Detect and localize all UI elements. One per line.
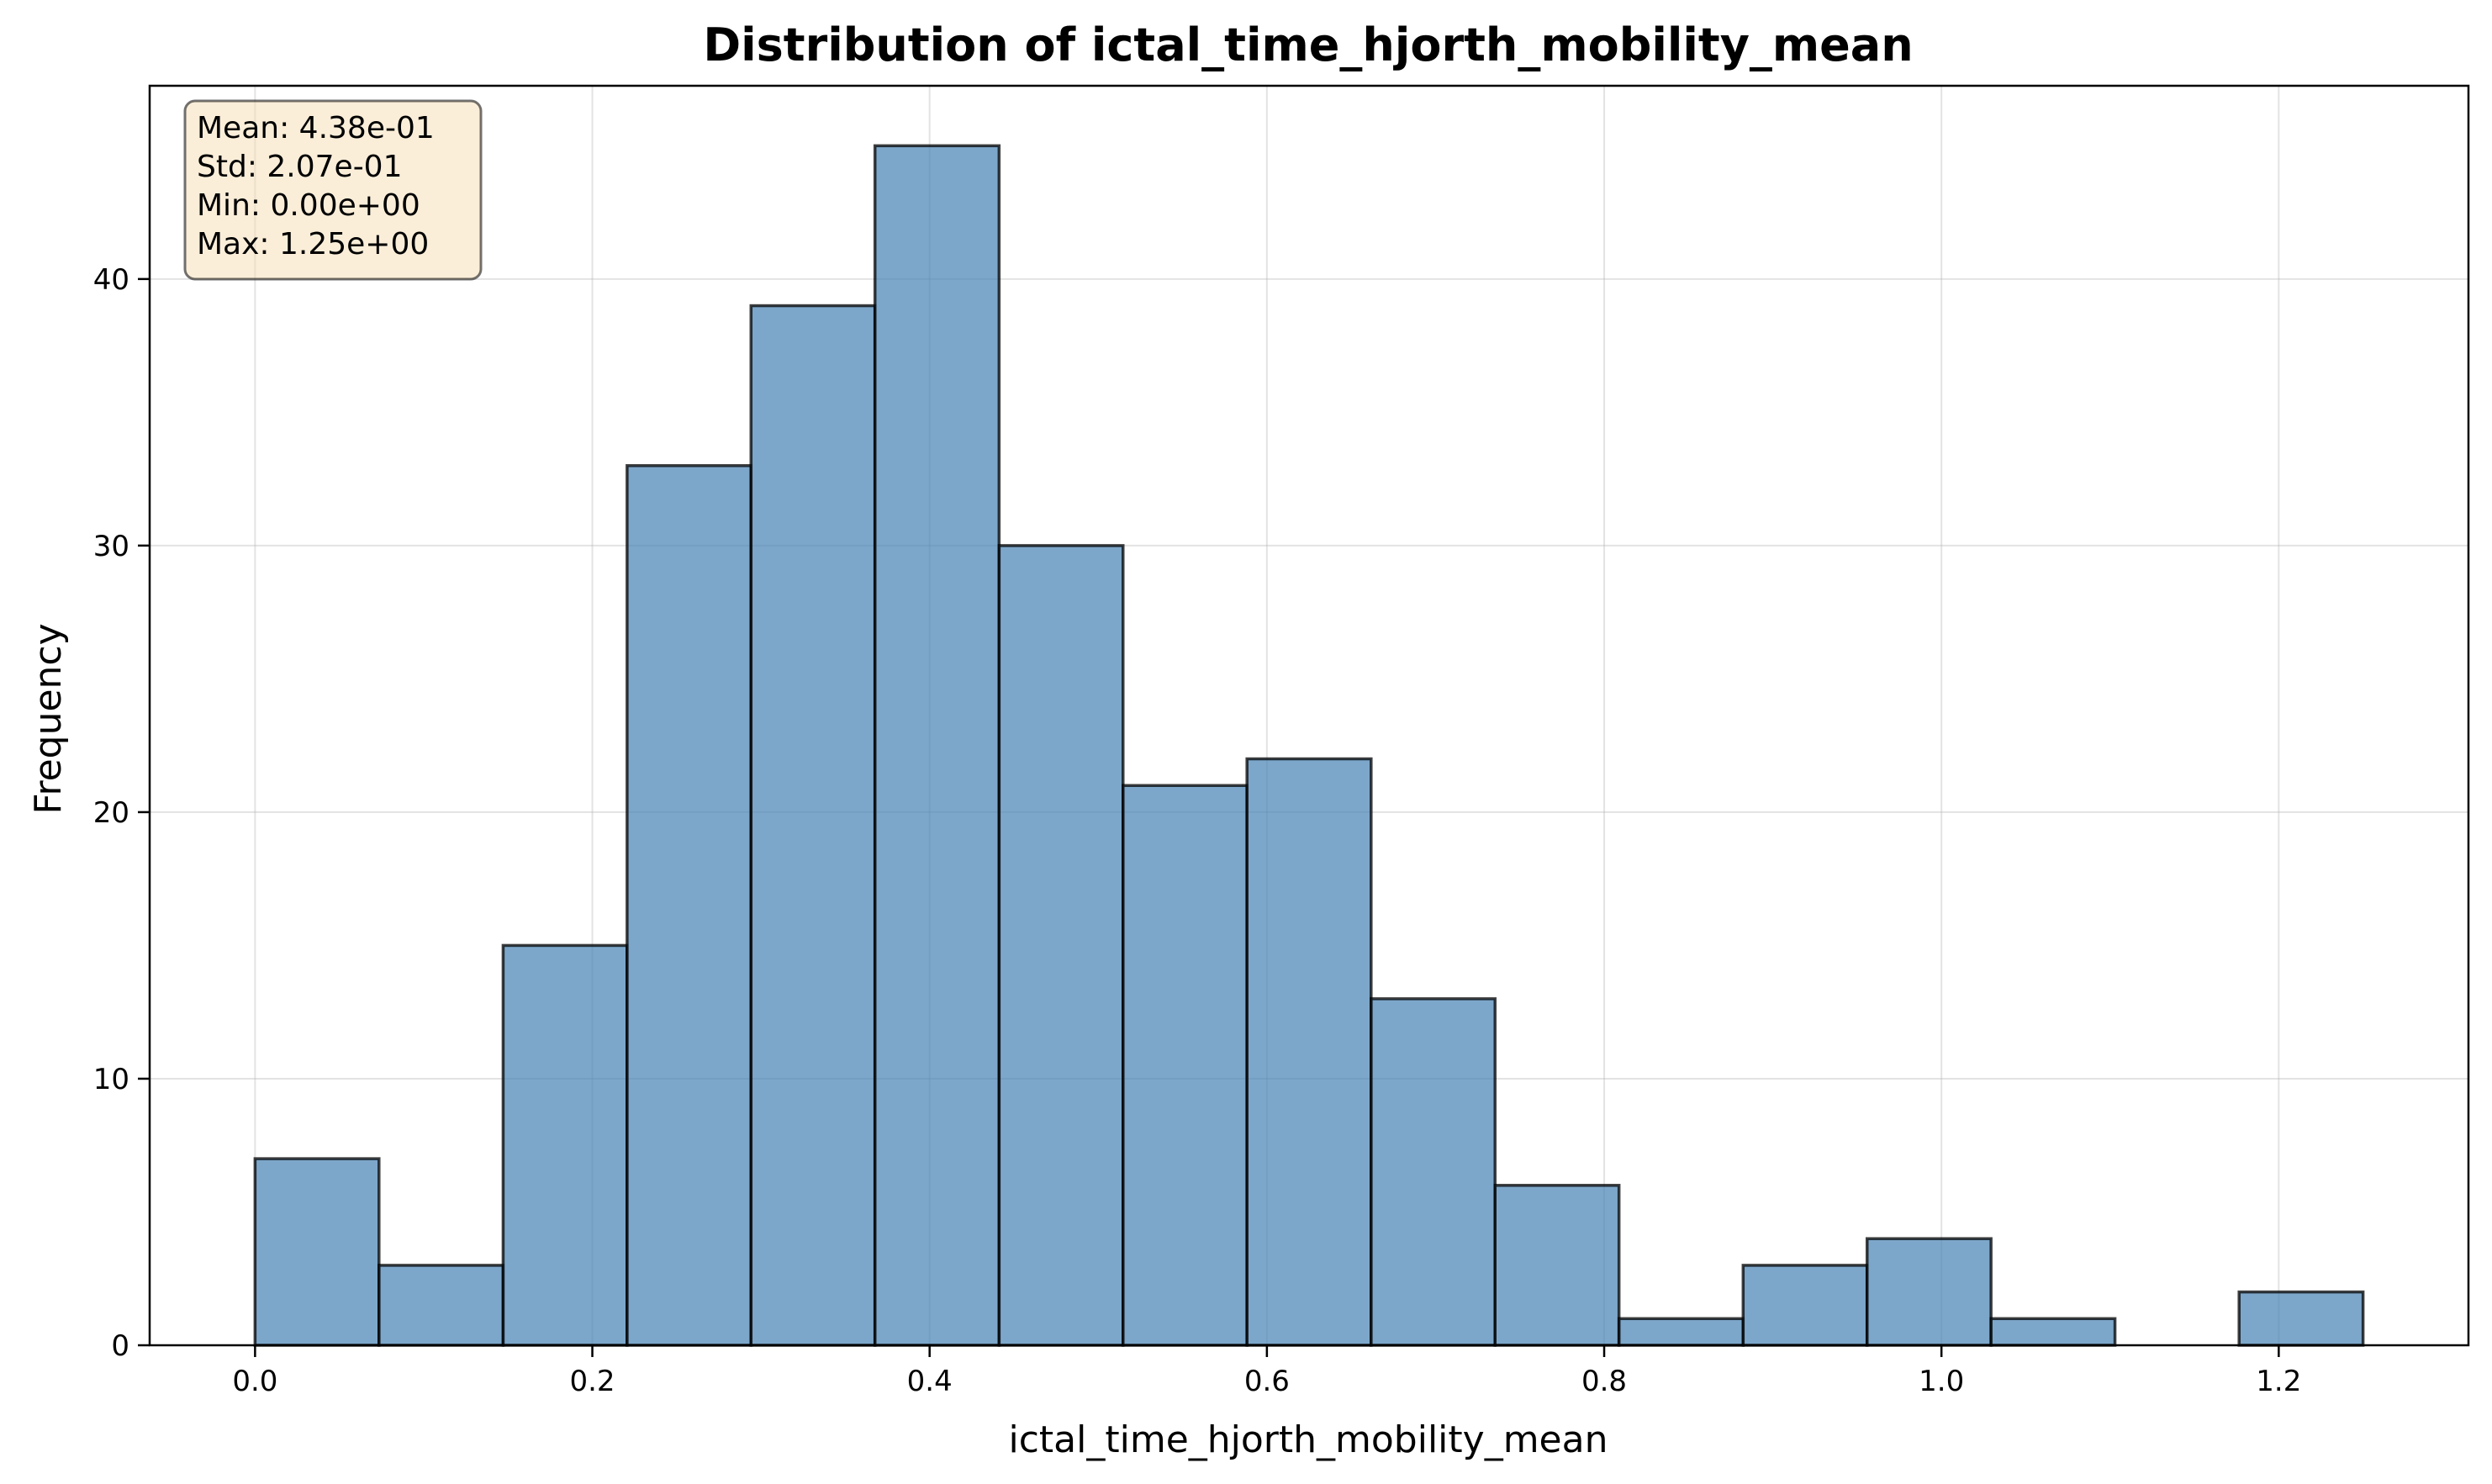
x-tick-label: 1.2 [2256, 1365, 2301, 1398]
histogram-bar [873, 144, 1001, 1347]
y-tick-label: 10 [93, 1063, 129, 1096]
x-tick-label: 0.2 [569, 1365, 615, 1398]
histogram-bar [997, 544, 1125, 1347]
stats-box: Mean: 4.38e-01 Std: 2.07e-01 Min: 0.00e+… [183, 99, 483, 281]
x-axis-ticks: 0.0 0.2 0.4 0.6 0.8 1.0 1.2 [232, 1345, 2301, 1398]
histogram-bar [501, 943, 629, 1347]
histogram-bar [1741, 1264, 1869, 1347]
histogram-bar [377, 1264, 505, 1347]
histogram-bar [1370, 997, 1497, 1347]
chart-title: Distribution of ictal_time_hjorth_mobili… [703, 18, 1913, 71]
histogram-bar [2237, 1290, 2365, 1347]
histogram-bar [1865, 1237, 1993, 1347]
x-tick-label: 1.0 [1919, 1365, 1964, 1398]
stats-std: Std: 2.07e-01 [197, 150, 403, 184]
histogram-bars [253, 144, 2365, 1347]
x-tick-label: 0.4 [907, 1365, 953, 1398]
y-tick-label: 40 [93, 263, 129, 297]
x-tick-label: 0.0 [232, 1365, 277, 1398]
x-tick-label: 0.6 [1244, 1365, 1290, 1398]
histogram-bar [749, 304, 877, 1347]
stats-box-background [183, 99, 483, 281]
y-tick-label: 30 [93, 530, 129, 563]
stats-mean: Mean: 4.38e-01 [197, 111, 435, 145]
histogram-bar [1245, 757, 1373, 1347]
stats-min: Min: 0.00e+00 [197, 188, 420, 223]
histogram-bar [1617, 1317, 1745, 1347]
y-tick-label: 20 [93, 796, 129, 830]
histogram-bar [253, 1157, 381, 1347]
x-tick-label: 0.8 [1581, 1365, 1627, 1398]
histogram-bar [1989, 1317, 2117, 1347]
y-tick-label: 0 [111, 1329, 129, 1363]
stats-max: Max: 1.25e+00 [197, 227, 429, 261]
histogram-bar [1122, 784, 1249, 1347]
histogram-bar [626, 464, 753, 1347]
histogram-bar [1493, 1184, 1621, 1347]
plot-frame [148, 84, 2470, 1347]
x-axis-label: ictal_time_hjorth_mobility_mean [1009, 1418, 1608, 1461]
y-axis-ticks: 0 10 20 30 40 [93, 263, 150, 1363]
y-axis-label: Frequency [27, 623, 70, 814]
